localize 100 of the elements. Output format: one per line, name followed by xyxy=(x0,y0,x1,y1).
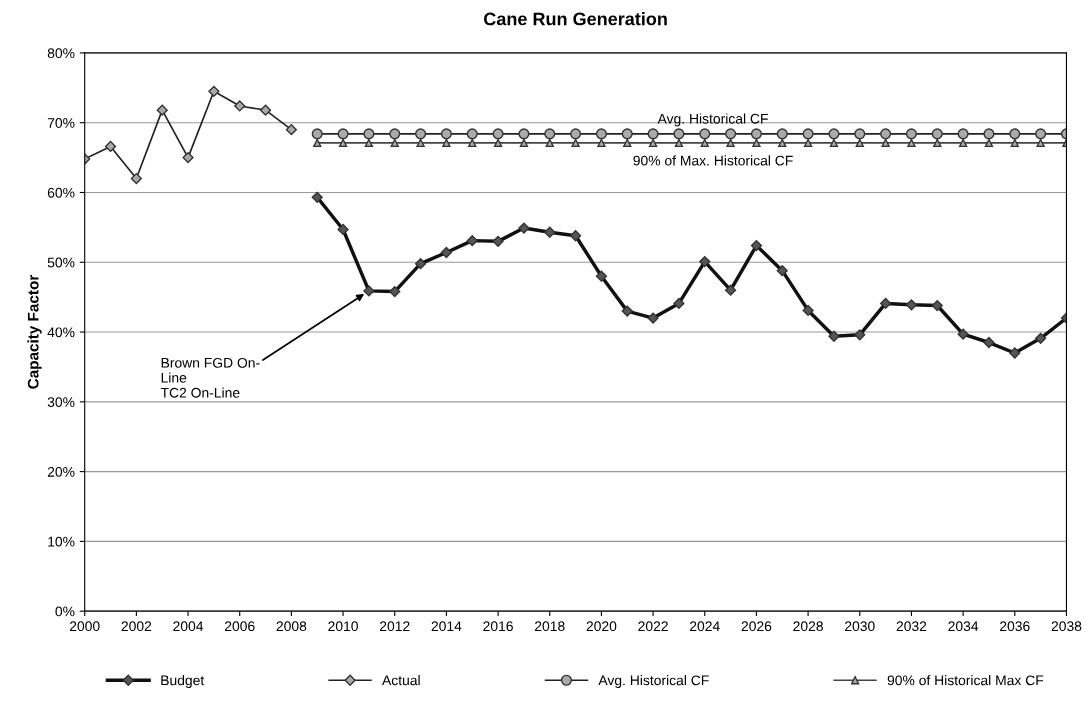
point xyxy=(1036,138,1045,148)
point xyxy=(957,128,969,140)
point xyxy=(828,330,840,342)
point xyxy=(492,128,504,140)
x-tick-label: 2026 xyxy=(741,621,772,632)
point xyxy=(621,128,633,140)
x-tick-label: 2034 xyxy=(948,621,979,632)
point xyxy=(752,138,761,148)
point xyxy=(1009,347,1021,359)
point xyxy=(931,299,943,312)
point xyxy=(1009,128,1021,140)
x-tick-label: 2036 xyxy=(1000,621,1030,632)
x-tick-label: 2030 xyxy=(845,621,875,632)
point xyxy=(828,128,840,140)
legend-label: 90% of Historical Max CF xyxy=(887,675,1044,686)
point xyxy=(1035,332,1047,344)
point xyxy=(725,128,737,140)
point xyxy=(880,128,892,140)
x-tick-label: 2000 xyxy=(69,621,100,632)
y-tick-label: 50% xyxy=(47,257,75,268)
point xyxy=(879,297,892,310)
legend-label: Budget xyxy=(161,675,205,688)
point xyxy=(673,297,685,310)
point xyxy=(545,138,554,148)
x-tick-label: 2002 xyxy=(121,621,152,632)
legend-label: Actual xyxy=(382,675,420,686)
annotation: 90% of Max. Historical CF xyxy=(633,155,793,166)
point xyxy=(802,304,814,317)
point xyxy=(363,285,375,297)
point xyxy=(259,104,272,116)
y-tick-label: 40% xyxy=(47,327,75,338)
point xyxy=(621,305,633,317)
point xyxy=(673,128,685,140)
point xyxy=(571,138,580,148)
x-tick-label: 2006 xyxy=(224,621,255,632)
point xyxy=(699,255,711,268)
point xyxy=(595,270,608,282)
point xyxy=(778,138,787,148)
point xyxy=(468,138,477,148)
x-tick-label: 2014 xyxy=(431,621,462,632)
point xyxy=(492,235,504,247)
point xyxy=(983,336,995,349)
point xyxy=(648,138,658,148)
point xyxy=(776,128,788,140)
point xyxy=(518,222,530,234)
point xyxy=(750,239,763,252)
point xyxy=(983,128,995,140)
chart-title: Cane Run Generation xyxy=(484,12,667,26)
point xyxy=(234,100,246,112)
point xyxy=(750,128,762,140)
point xyxy=(933,138,942,148)
point xyxy=(674,138,684,148)
point xyxy=(854,128,866,140)
point xyxy=(597,138,606,148)
point xyxy=(776,265,788,277)
x-tick-label: 2024 xyxy=(690,621,720,632)
y-tick-label: 80% xyxy=(47,48,75,59)
point xyxy=(285,124,297,136)
point xyxy=(313,138,322,148)
point xyxy=(130,172,142,185)
point xyxy=(363,128,375,140)
point xyxy=(440,246,453,259)
point xyxy=(931,128,943,140)
point xyxy=(700,138,709,148)
x-tick-label: 2010 xyxy=(328,621,358,632)
annotation: Avg. Historical CF xyxy=(657,113,768,127)
point xyxy=(519,138,529,148)
x-tick-label: 2028 xyxy=(793,621,823,632)
point xyxy=(854,329,866,341)
x-tick-label: 2032 xyxy=(896,621,927,632)
point xyxy=(855,138,864,148)
point xyxy=(905,299,918,311)
point xyxy=(338,138,348,148)
point xyxy=(802,128,814,140)
point xyxy=(415,128,427,140)
x-tick-label: 2004 xyxy=(173,621,204,632)
point xyxy=(389,285,401,298)
point xyxy=(416,138,425,148)
point xyxy=(907,138,916,148)
point xyxy=(466,128,478,140)
point xyxy=(595,128,607,140)
point xyxy=(337,223,349,236)
point xyxy=(569,230,582,242)
point xyxy=(311,128,323,140)
point xyxy=(364,138,374,148)
point xyxy=(699,128,711,140)
y-tick-label: 10% xyxy=(48,536,75,547)
point xyxy=(570,128,582,140)
point xyxy=(984,138,994,148)
point xyxy=(414,258,427,270)
point xyxy=(182,151,194,164)
x-tick-label: 2016 xyxy=(483,621,513,632)
x-tick-label: 2008 xyxy=(276,621,307,632)
y-tick-label: 70% xyxy=(47,118,75,128)
point xyxy=(156,104,168,116)
point xyxy=(1010,138,1019,148)
point xyxy=(905,128,917,140)
point xyxy=(957,328,969,340)
point xyxy=(724,284,737,296)
point xyxy=(390,138,399,148)
